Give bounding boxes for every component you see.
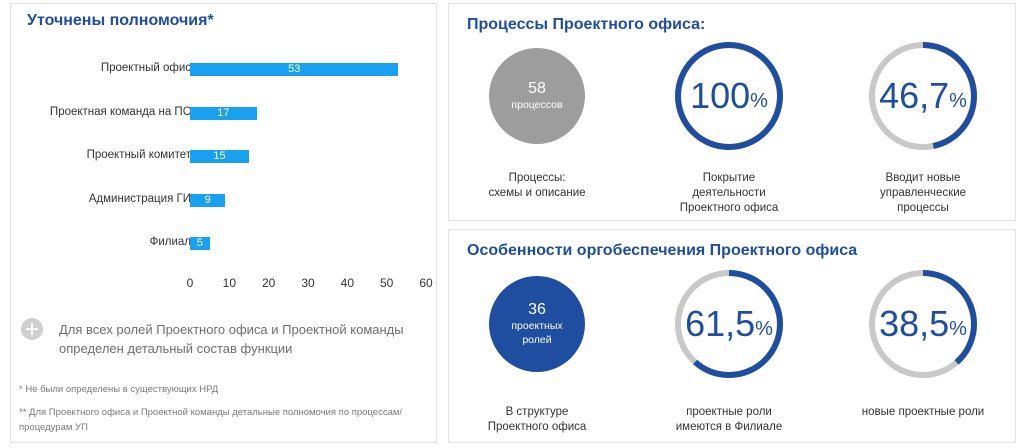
count-unit: процессов	[511, 99, 563, 111]
count-number: 36	[528, 301, 546, 318]
authority-panel: Уточнены полномочия* Проектный офис 53 Про…	[10, 3, 437, 443]
ring-value: 61,5	[685, 303, 756, 344]
bar-value-label: 53	[288, 63, 301, 75]
processes-title: Процессы Проектного офиса:	[467, 16, 706, 33]
kpi-caption: В структуре Проектного офиса	[487, 406, 587, 433]
count-unit: проектных ролей	[511, 320, 563, 346]
bar	[190, 150, 249, 163]
bar-value-label: 9	[204, 193, 211, 206]
count-disc: 58 процессов	[489, 48, 585, 144]
percent-ring: 61,5%	[673, 268, 785, 380]
x-tick-label: 40	[340, 276, 355, 290]
ring-progress-arc	[675, 270, 783, 378]
x-tick-label: 0	[186, 276, 194, 290]
ring-percent-sign: %	[949, 317, 967, 340]
footnote-2: ** Для Проектного офиса и Проектной кома…	[19, 407, 403, 433]
ring-percent-sign: %	[750, 89, 768, 112]
ring-progress-arc	[675, 42, 783, 150]
bar-value-label: 15	[213, 150, 226, 162]
category-label: Проектная команда на ПС	[49, 105, 191, 118]
bar-value-label: 17	[217, 106, 230, 119]
percent-ring: 38,5%	[867, 268, 979, 380]
footnote-1: * Не были определены в существующих НРД	[19, 384, 219, 395]
category-label: Администрация ГИ	[88, 192, 191, 205]
ring-progress-arc	[869, 270, 977, 378]
ring-percent-sign: %	[949, 89, 967, 112]
count-number: 58	[528, 80, 546, 97]
x-tick-label: 60	[419, 276, 433, 290]
authority-title: Уточнены полномочия*	[27, 12, 214, 29]
bar	[190, 193, 226, 207]
roles-note: Для всех ролей Проектного офиса и Проект…	[59, 322, 404, 356]
percent-ring: 46,7%	[867, 40, 979, 152]
bar-value-label: 5	[196, 237, 203, 249]
count-disc: 36 проектных ролей	[489, 276, 585, 372]
kpi-caption: проектные роли имеются в Филиале	[675, 406, 783, 433]
org-support-panel: Особенности оргобеспечения Проектного оф…	[448, 229, 1016, 443]
bar	[190, 237, 210, 250]
kpi-caption: новые проектные роли	[861, 406, 985, 418]
x-tick-label: 10	[222, 276, 237, 290]
category-label: Проектный комитет	[86, 149, 191, 161]
x-tick-label: 50	[379, 276, 394, 290]
x-tick-label: 20	[261, 276, 276, 290]
ring-value: 100	[690, 75, 751, 116]
bar	[190, 63, 399, 76]
ring-progress-arc	[869, 42, 977, 150]
x-tick-label: 30	[301, 276, 315, 290]
category-label: Филиал	[149, 236, 191, 248]
kpi-caption: Процессы: схемы и описание	[488, 172, 586, 199]
org-support-title: Особенности оргобеспечения Проектного оф…	[467, 242, 858, 259]
category-label: Проектный офис	[100, 62, 191, 74]
ring-value: 46,7	[879, 75, 950, 116]
kpi-caption: Покрытие деятельности Проектного офиса	[679, 172, 779, 214]
ring-value: 38,5	[879, 303, 950, 344]
plus-icon	[21, 318, 43, 340]
kpi-caption: Вводит новые управленческие процессы	[879, 172, 967, 214]
ring-percent-sign: %	[755, 317, 773, 340]
processes-panel: Процессы Проектного офиса: 58 процессов Пр…	[448, 3, 1016, 221]
percent-ring: 100%	[673, 40, 785, 152]
bar	[190, 106, 257, 120]
